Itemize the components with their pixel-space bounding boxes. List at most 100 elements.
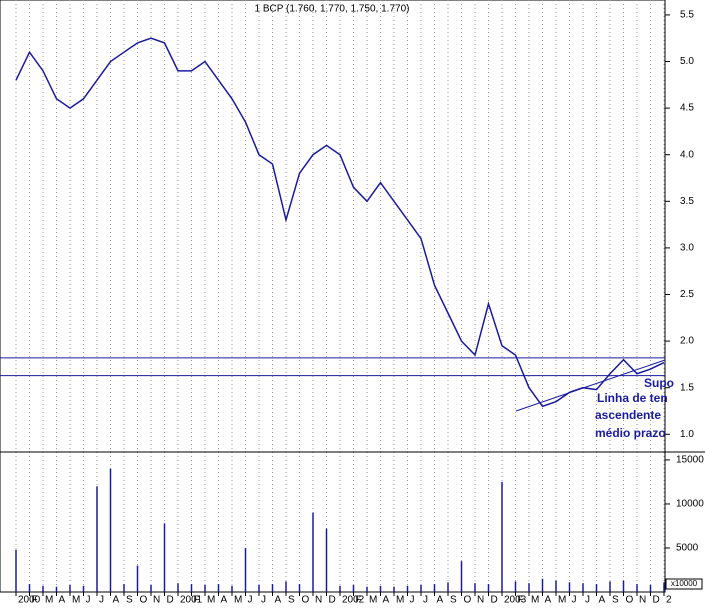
x-tick-label: A: [437, 595, 444, 604]
x-tick-label: J: [423, 595, 428, 604]
x-tick-label: N: [153, 595, 160, 604]
y-tick-label: 2.5: [680, 289, 694, 300]
x-tick-label: J: [572, 595, 577, 604]
volume-bar: [285, 581, 287, 592]
x-tick-label: F: [518, 595, 524, 604]
y-tick-label: 1.5: [680, 382, 694, 393]
plot-frame: [0, 0, 666, 593]
x-tick-label: F: [32, 595, 38, 604]
x-tick-label: A: [599, 595, 606, 604]
annotation: médio prazo: [595, 426, 666, 440]
x-tick-label: N: [639, 595, 646, 604]
volume-bar: [204, 584, 206, 592]
volume-bar: [420, 584, 422, 592]
volume-bar: [649, 584, 652, 592]
x-tick-label: J: [261, 595, 266, 604]
x-tick-label: A: [545, 595, 552, 604]
x-tick-label: S: [288, 595, 295, 604]
y-tick-label: 1.0: [680, 429, 694, 440]
x-tick-label: M: [207, 595, 215, 604]
x-tick-label: 2003: [504, 595, 527, 604]
x-tick-label: F: [194, 595, 200, 604]
x-tick-label: J: [99, 595, 104, 604]
volume-bar: [339, 585, 341, 592]
volume-bar: [595, 584, 598, 592]
volume-bar: [136, 565, 139, 592]
volume-bar: [177, 583, 179, 592]
x-tick-label: M: [72, 595, 80, 604]
volume-bar: [474, 583, 476, 592]
volume-bar: [69, 584, 71, 592]
volume-bar: [325, 528, 328, 592]
volume-bar: [352, 584, 355, 592]
price-line: [15, 37, 665, 408]
volume-bar: [217, 584, 220, 592]
x-tick-label: M: [234, 595, 242, 604]
x-tick-label: D: [491, 595, 498, 604]
x-tick-label: M: [396, 595, 404, 604]
volume-bar: [312, 512, 314, 592]
y-tick-label: 5000: [676, 543, 699, 554]
y-tick-label: 2.0: [680, 336, 694, 347]
volume-bar: [82, 585, 85, 592]
y-tick-label: 3.0: [680, 243, 694, 254]
trend-line: [515, 359, 666, 412]
x-tick-label: S: [612, 595, 619, 604]
chart-title: 1 BCP (1.760, 1.770, 1.750, 1.770): [255, 4, 410, 15]
volume-bar: [447, 582, 449, 592]
volume-unit-box: [665, 578, 703, 590]
x-tick-label: M: [531, 595, 539, 604]
x-tick-label: A: [113, 595, 120, 604]
volume-bar: [231, 585, 233, 592]
x-tick-label: O: [140, 595, 148, 604]
x-tick-label: 2000: [18, 595, 41, 604]
volume-bar: [96, 486, 98, 592]
volume-bar: [663, 582, 665, 592]
volume-bar: [528, 583, 530, 592]
volume-bar: [366, 586, 368, 592]
x-tick-label: D: [653, 595, 660, 604]
y-tick-label: 4.5: [680, 103, 694, 114]
volume-bar: [55, 586, 58, 592]
x-tick-label: O: [626, 595, 634, 604]
x-tick-label: O: [302, 595, 310, 604]
x-tick-label: A: [275, 595, 282, 604]
volume-bar: [460, 561, 463, 592]
volume-bar: [379, 585, 382, 592]
x-tick-label: M: [45, 595, 53, 604]
x-tick-label: 2: [666, 595, 672, 604]
annotation: ascendente: [595, 408, 661, 422]
volume-bar: [298, 584, 301, 592]
volume-bar: [15, 549, 17, 592]
x-tick-label: J: [585, 595, 590, 604]
x-tick-label: O: [464, 595, 472, 604]
x-tick-label: F: [356, 595, 362, 604]
volume-bar: [28, 584, 31, 592]
volume-bar: [42, 585, 44, 592]
x-tick-label: M: [369, 595, 377, 604]
volume-bar: [609, 581, 611, 592]
volume-bar: [258, 584, 260, 592]
x-tick-label: 2001: [180, 595, 203, 604]
y-tick-label: 4.0: [680, 149, 694, 160]
volume-bar: [582, 583, 584, 592]
volume-bar: [433, 584, 436, 592]
annotation: Linha de ten: [597, 391, 668, 405]
volume-bar: [163, 523, 166, 592]
volume-bar: [271, 584, 274, 592]
x-tick-label: A: [59, 595, 66, 604]
volume-bar: [393, 586, 395, 592]
y-tick-label: 3.5: [680, 196, 694, 207]
x-tick-label: S: [450, 595, 457, 604]
y-tick-label: 15000: [676, 455, 704, 466]
volume-bar: [150, 584, 152, 592]
x-tick-label: A: [221, 595, 228, 604]
y-tick-label: 5.0: [680, 56, 694, 67]
y-tick-label: 10000: [676, 499, 704, 510]
x-tick-label: N: [315, 595, 322, 604]
x-tick-label: 2002: [342, 595, 365, 604]
x-tick-label: J: [410, 595, 415, 604]
volume-bar: [109, 468, 112, 592]
x-tick-label: S: [126, 595, 133, 604]
